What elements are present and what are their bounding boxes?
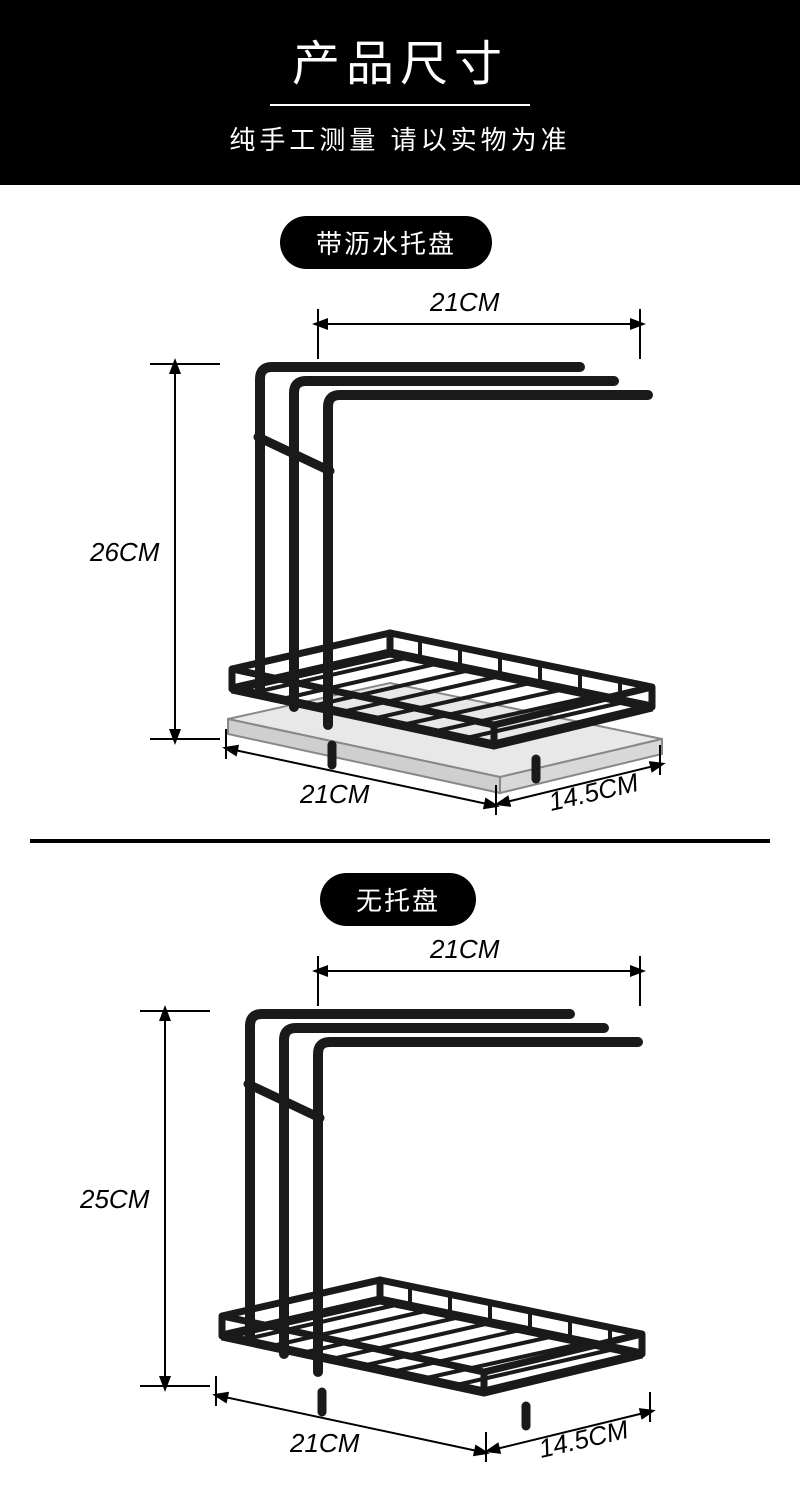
header-banner: 产品尺寸 纯手工测量 请以实物为准 <box>0 0 800 186</box>
dim-top-width: 21CM <box>430 287 499 318</box>
dim-height: 25CM <box>80 1184 149 1215</box>
dim-height: 26CM <box>90 537 159 568</box>
header-underline <box>270 104 530 106</box>
header-subtitle: 纯手工测量 请以实物为准 <box>0 120 800 157</box>
dim-base-width: 21CM <box>300 779 369 810</box>
variant-with-tray: 带沥水托盘 <box>0 186 800 839</box>
product-figure-1: 21CM 26CM 21CM 14.5CM <box>0 269 800 829</box>
variant-no-tray: 无托盘 <box>0 843 800 1496</box>
dim-top-width: 21CM <box>430 934 499 965</box>
product-figure-2: 21CM 25CM 21CM 14.5CM <box>0 926 800 1486</box>
variant-label-pill: 带沥水托盘 <box>280 216 492 269</box>
header-title: 产品尺寸 <box>0 24 800 94</box>
variant-label-pill: 无托盘 <box>320 873 476 926</box>
dim-base-width: 21CM <box>290 1428 359 1459</box>
